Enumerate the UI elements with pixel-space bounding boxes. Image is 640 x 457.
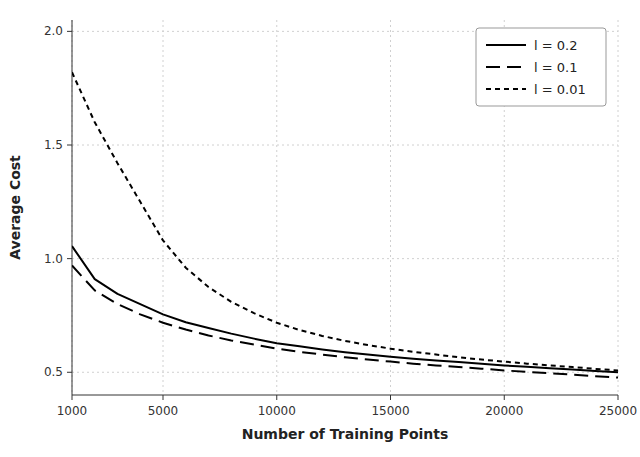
tick-label: 0.5 — [44, 365, 63, 379]
grid-line — [163, 20, 164, 395]
grid-line — [618, 20, 619, 395]
tick-mark — [163, 395, 164, 400]
legend-swatch — [486, 66, 526, 68]
grid-line — [72, 20, 73, 395]
x-axis-label: Number of Training Points — [242, 426, 449, 442]
tick-mark — [67, 258, 72, 259]
tick-label: 25000 — [599, 404, 637, 418]
legend-label: l = 0.2 — [534, 38, 577, 53]
tick-mark — [390, 395, 391, 400]
tick-mark — [67, 372, 72, 373]
y-axis-line — [72, 20, 73, 395]
tick-label: 1000 — [57, 404, 88, 418]
grid — [72, 20, 618, 395]
tick-label: 15000 — [371, 404, 409, 418]
chart: 1000 5000 10000 15000 20000 25000 0.5 1.0 1.5 2.0… — [0, 0, 640, 457]
legend-swatch — [486, 44, 526, 46]
tick-label: 20000 — [485, 404, 523, 418]
tick-mark — [504, 395, 505, 400]
tick-mark — [618, 395, 619, 400]
legend-label: l = 0.1 — [534, 60, 577, 75]
series-line — [72, 246, 618, 372]
legend-label: l = 0.01 — [534, 82, 586, 97]
grid-line — [72, 258, 618, 259]
series-line — [72, 265, 618, 377]
grid-line — [276, 20, 277, 395]
tick-mark — [276, 395, 277, 400]
lines — [72, 72, 618, 377]
grid-line — [390, 20, 391, 395]
tick-mark — [72, 395, 73, 400]
tick-label: 1.5 — [44, 138, 63, 152]
grid-line — [72, 145, 618, 146]
tick-label: 10000 — [258, 404, 296, 418]
tick-label: 2.0 — [44, 24, 63, 38]
axes: 1000 5000 10000 15000 20000 25000 0.5 1.0 1.5 2.0 — [44, 20, 637, 418]
legend-swatch — [486, 88, 526, 90]
y-axis-label: Average Cost — [7, 155, 23, 260]
x-axis-line — [72, 395, 618, 396]
tick-label: 5000 — [148, 404, 179, 418]
tick-mark — [67, 31, 72, 32]
tick-mark — [67, 145, 72, 146]
series-line — [72, 72, 618, 370]
legend: l = 0.2 l = 0.1 l = 0.01 — [476, 28, 606, 106]
tick-label: 1.0 — [44, 252, 63, 266]
legend-box — [476, 28, 606, 106]
